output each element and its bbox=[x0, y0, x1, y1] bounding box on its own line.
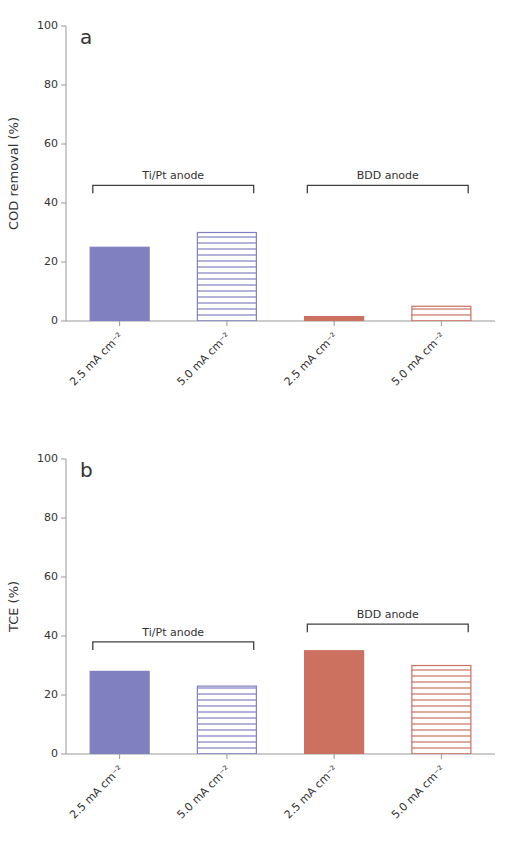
x-tick bbox=[334, 754, 335, 759]
y-tick-label: 40 bbox=[44, 629, 58, 642]
y-axis-line bbox=[66, 459, 67, 754]
y-tick-label: 60 bbox=[44, 137, 58, 150]
bar bbox=[197, 686, 256, 754]
y-tick bbox=[61, 636, 66, 637]
x-tick-label: 2.5 mA cm⁻² bbox=[67, 330, 125, 388]
y-tick bbox=[61, 26, 66, 27]
y-tick bbox=[61, 577, 66, 578]
panel: 0 20 40 60 80 100 TCE (%) 2.5 mA cm⁻² 5.0 mA cm⁻… bbox=[6, 452, 495, 821]
x-tick-label: 5.0 mA cm⁻² bbox=[389, 330, 447, 388]
x-tick-label: 2.5 mA cm⁻² bbox=[282, 763, 340, 821]
bar bbox=[90, 671, 149, 754]
y-tick bbox=[61, 754, 66, 755]
y-tick bbox=[61, 144, 66, 145]
bar bbox=[412, 666, 471, 755]
x-tick bbox=[119, 321, 120, 326]
bracket-label: Ti/Pt anode bbox=[141, 626, 204, 639]
bracket bbox=[307, 185, 468, 193]
bar bbox=[90, 247, 149, 321]
bar bbox=[412, 306, 471, 321]
panel-label: a bbox=[80, 25, 92, 49]
y-tick bbox=[61, 459, 66, 460]
y-tick bbox=[61, 321, 66, 322]
y-tick-label: 0 bbox=[51, 314, 58, 327]
x-tick bbox=[334, 321, 335, 326]
y-axis-label: TCE (%) bbox=[6, 581, 21, 633]
x-tick bbox=[119, 754, 120, 759]
x-tick-label: 5.0 mA cm⁻² bbox=[389, 763, 447, 821]
bracket bbox=[307, 624, 468, 632]
y-tick-label: 100 bbox=[37, 452, 58, 465]
x-tick bbox=[441, 321, 442, 326]
x-tick-label: 2.5 mA cm⁻² bbox=[282, 330, 340, 388]
x-tick bbox=[441, 754, 442, 759]
x-tick-label: 5.0 mA cm⁻² bbox=[175, 763, 233, 821]
y-axis-line bbox=[66, 26, 67, 321]
panel: 0 20 40 60 80 100 COD removal (%) 2.5 mA cm⁻² 5.… bbox=[6, 19, 495, 388]
bracket-label: BDD anode bbox=[357, 608, 419, 621]
y-tick-label: 80 bbox=[44, 511, 58, 524]
bars bbox=[90, 233, 471, 322]
bracket bbox=[93, 185, 254, 193]
bar bbox=[305, 651, 364, 754]
bar bbox=[197, 233, 256, 322]
y-tick-label: 0 bbox=[51, 747, 58, 760]
y-tick bbox=[61, 203, 66, 204]
y-tick bbox=[61, 85, 66, 86]
x-tick bbox=[226, 321, 227, 326]
y-tick bbox=[61, 518, 66, 519]
x-tick-label: 5.0 mA cm⁻² bbox=[175, 330, 233, 388]
bracket-label: Ti/Pt anode bbox=[141, 169, 204, 182]
panel-label: b bbox=[80, 458, 93, 482]
y-tick-label: 60 bbox=[44, 570, 58, 583]
bars bbox=[90, 651, 471, 754]
y-tick-label: 100 bbox=[37, 19, 58, 32]
y-tick-label: 80 bbox=[44, 78, 58, 91]
x-tick bbox=[226, 754, 227, 759]
figure: 0 20 40 60 80 100 COD removal (%) 2.5 mA cm⁻² 5.… bbox=[0, 0, 513, 866]
x-tick-label: 2.5 mA cm⁻² bbox=[67, 763, 125, 821]
bar bbox=[305, 317, 364, 321]
y-axis-label: COD removal (%) bbox=[6, 117, 21, 230]
bracket-label: BDD anode bbox=[357, 169, 419, 182]
y-tick-label: 20 bbox=[44, 688, 58, 701]
y-tick bbox=[61, 695, 66, 696]
y-tick-label: 40 bbox=[44, 196, 58, 209]
bracket bbox=[93, 642, 254, 650]
y-tick bbox=[61, 262, 66, 263]
y-tick-label: 20 bbox=[44, 255, 58, 268]
